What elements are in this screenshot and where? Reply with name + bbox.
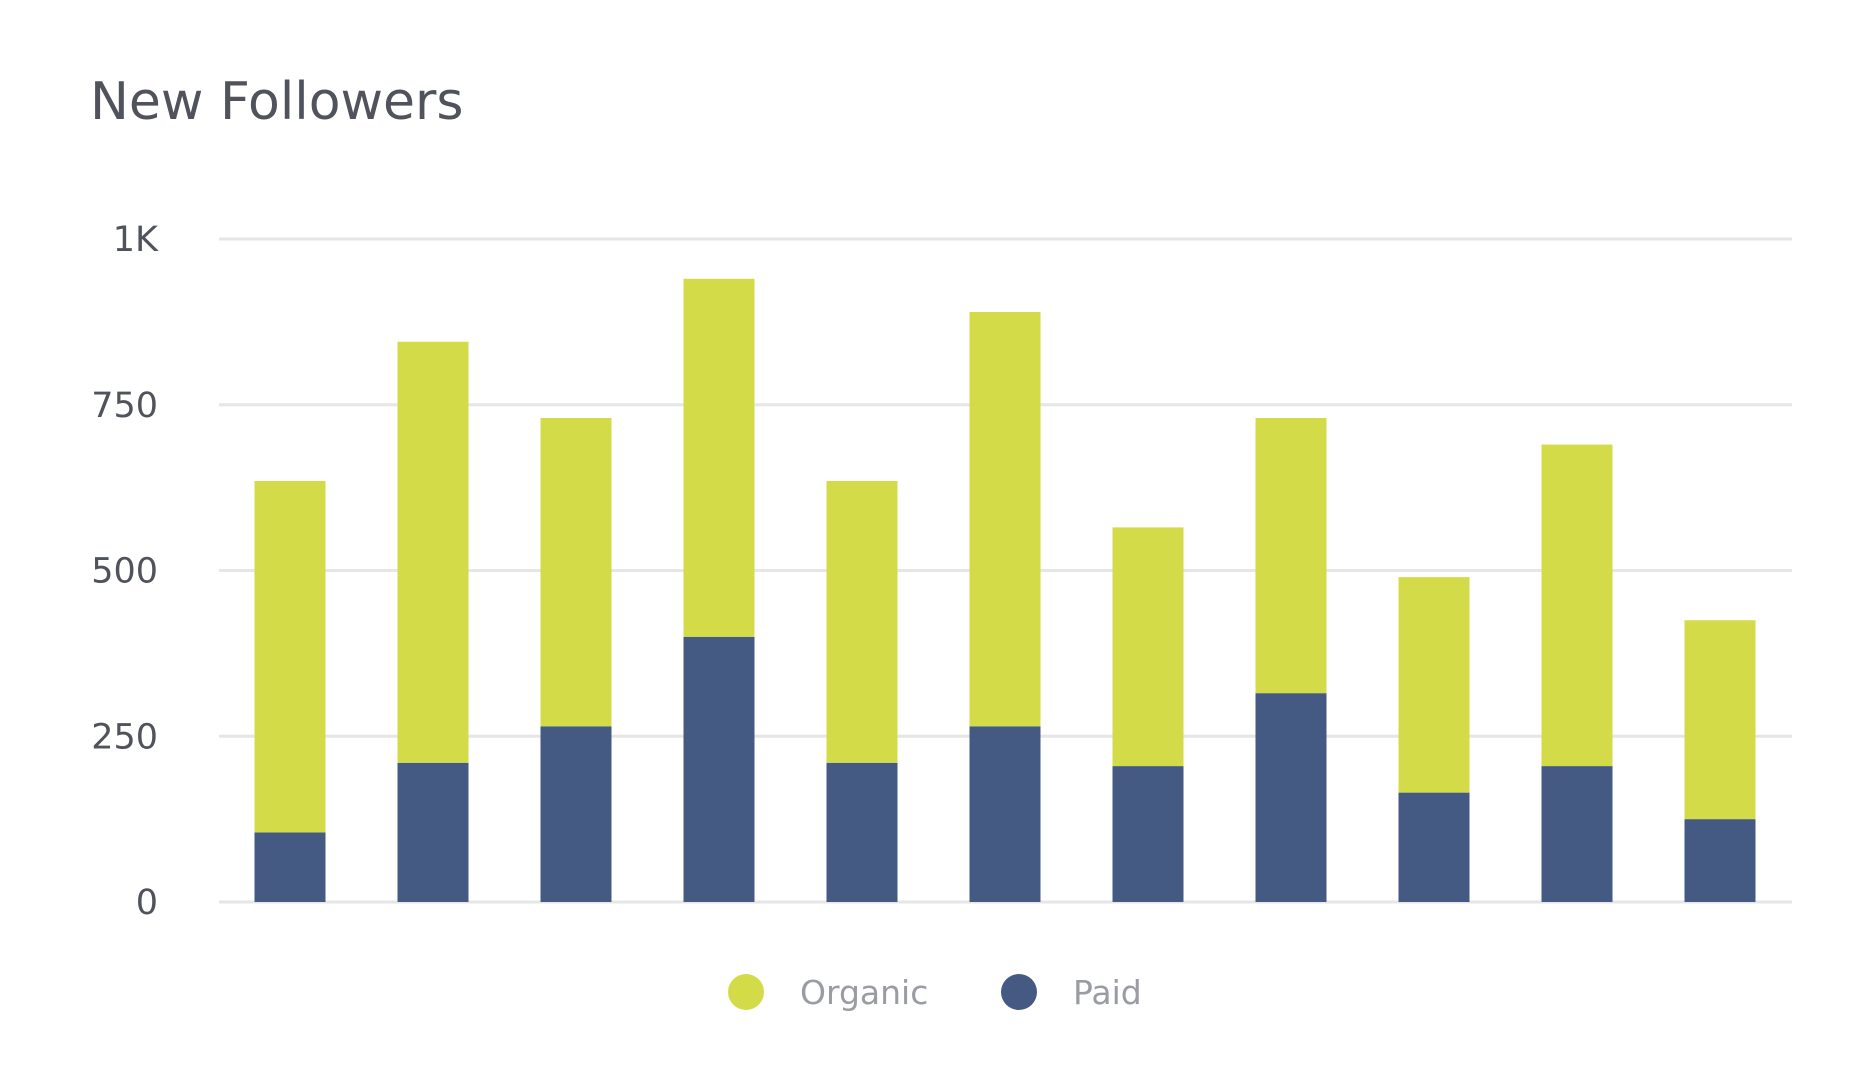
bar-paid	[254, 832, 326, 902]
bar-paid	[1541, 766, 1613, 902]
bar-paid	[540, 726, 612, 902]
bar-paid	[1398, 792, 1470, 902]
y-tick-label: 750	[91, 386, 158, 426]
bar-organic	[1541, 444, 1613, 767]
legend-marker-paid	[1001, 974, 1037, 1010]
bar-organic	[540, 418, 612, 727]
bar-paid	[1112, 766, 1184, 902]
bar-paid	[1684, 819, 1756, 902]
bar-organic	[1255, 418, 1327, 694]
bar-paid	[969, 726, 1041, 902]
bar-paid	[1255, 693, 1327, 902]
y-tick-label: 0	[136, 883, 158, 923]
legend-label-organic: Organic	[800, 973, 928, 1012]
bar-organic	[1112, 527, 1184, 767]
bar-organic	[683, 278, 755, 637]
y-tick-label: 500	[91, 552, 158, 592]
y-tick-label: 1K	[113, 220, 159, 260]
legend-label-paid: Paid	[1073, 973, 1142, 1012]
bar-organic	[1398, 577, 1470, 793]
bar-organic	[254, 480, 326, 833]
bar-organic	[969, 311, 1041, 727]
bar-organic	[826, 480, 898, 763]
bar-paid	[397, 762, 469, 902]
legend-marker-organic	[728, 974, 764, 1010]
bar-organic	[1684, 620, 1756, 820]
bar-paid	[826, 762, 898, 902]
chart-title: New Followers	[90, 72, 464, 132]
y-tick-label: 250	[91, 717, 158, 757]
bar-organic	[397, 341, 469, 763]
bar-paid	[683, 636, 755, 902]
